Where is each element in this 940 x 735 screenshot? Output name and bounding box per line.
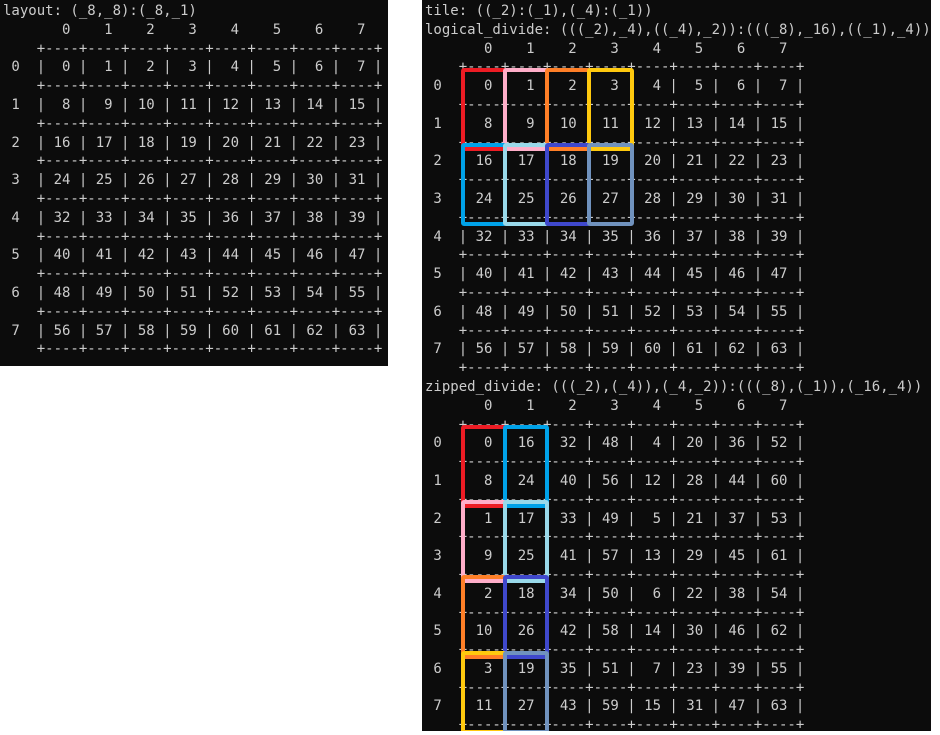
layout-title: layout: (_8,_8):(_8,_1): [3, 3, 197, 19]
logical-divide-grid: 0 1 2 3 4 5 6 7 +----+----+----+----+---…: [425, 40, 931, 378]
logical-divide-grid-ascii: 0 1 2 3 4 5 6 7 +----+----+----+----+---…: [433, 40, 805, 377]
layout-grid-ascii: 0 1 2 3 4 5 6 7 +----+----+----+----+---…: [11, 21, 383, 358]
logical-divide-title: logical_divide: (((_2),_4),((_4),_2)):((…: [425, 21, 931, 38]
layout-grid: 0 1 2 3 4 5 6 7 +----+----+----+----+---…: [3, 21, 388, 359]
layout-terminal-panel: layout: (_8,_8):(_8,_1) 0 1 2 3 4 5 6 7 …: [0, 0, 388, 366]
zipped-divide-title: zipped_divide: (((_2),(_4)),(_4,_2)):(((…: [425, 378, 923, 395]
tile-title: tile: ((_2):(_1),(_4):(_1)): [425, 3, 653, 19]
zipped-divide-grid: 0 1 2 3 4 5 6 7 +----+----+----+----+---…: [425, 397, 931, 731]
divide-terminal-panel: tile: ((_2):(_1),(_4):(_1)) logical_divi…: [422, 0, 931, 731]
zipped-divide-grid-ascii: 0 1 2 3 4 5 6 7 +----+----+----+----+---…: [433, 397, 805, 731]
